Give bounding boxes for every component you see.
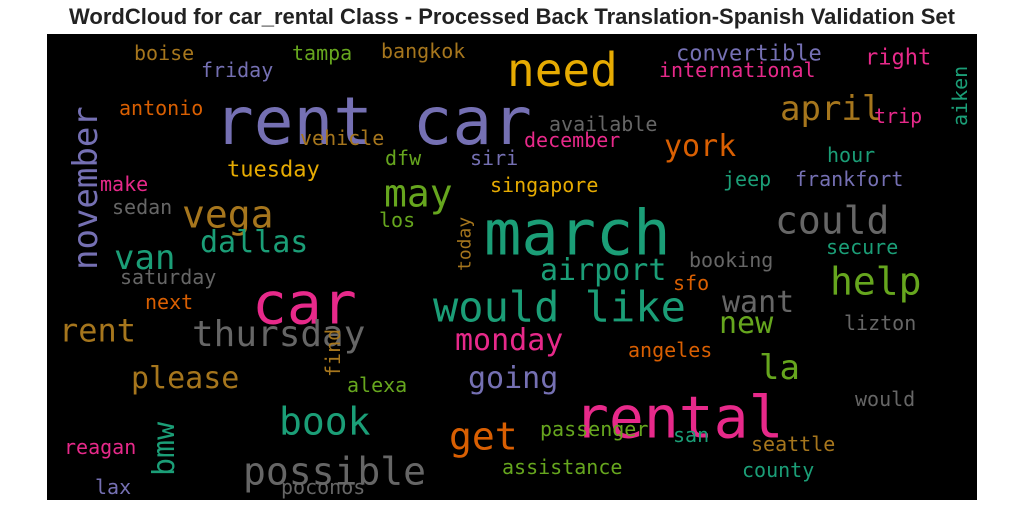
word-would: would (855, 387, 915, 411)
word-airport: airport (540, 253, 666, 288)
word-la: la (759, 348, 800, 388)
word-van: van (114, 238, 175, 278)
word-book: book (279, 399, 371, 443)
word-right: right (865, 46, 931, 71)
word-aiken: aiken (948, 66, 972, 126)
word-december: december (524, 128, 620, 152)
word-friday: friday (201, 58, 273, 82)
word-possible: possible (243, 449, 426, 493)
word-sedan: sedan (112, 195, 172, 219)
word-please: please (131, 361, 239, 396)
word-san: san (673, 423, 709, 447)
word-poconos: poconos (281, 475, 365, 499)
word-angeles: angeles (628, 338, 712, 362)
word-tampa: tampa (292, 41, 352, 65)
word-vega: vega (182, 192, 274, 236)
word-jeep: jeep (723, 167, 771, 191)
word-monday: monday (455, 323, 563, 358)
word-assistance: assistance (502, 455, 622, 479)
word-antonio: antonio (119, 96, 203, 120)
word-help: help (830, 259, 922, 303)
word-dfw: dfw (385, 146, 422, 170)
word-frankfort: frankfort (795, 167, 903, 191)
wordcloud-panel: rent car march rental car need would like poss… (47, 34, 977, 500)
word-car: car (252, 269, 357, 337)
word-secure: secure (826, 235, 898, 259)
word-rent-car: rent car (214, 83, 532, 160)
word-alexa: alexa (347, 373, 407, 397)
word-boise: boise (134, 41, 194, 65)
word-los: los (379, 208, 415, 232)
chart-title: WordCloud for car_rental Class - Process… (69, 4, 955, 29)
word-international: international (659, 58, 816, 82)
word-singapore: singapore (490, 173, 598, 197)
word-april: april (780, 89, 882, 129)
word-rent: rent (59, 312, 136, 350)
word-convertible: convertible (676, 42, 822, 67)
word-could: could (775, 198, 889, 242)
word-hour: hour (827, 143, 875, 167)
word-new: new (719, 306, 774, 341)
word-vehicle: vehicle (300, 126, 384, 150)
word-going: going (468, 361, 558, 396)
word-bangkok: bangkok (381, 39, 465, 63)
word-make: make (100, 172, 148, 196)
word-find: find (321, 329, 345, 377)
word-tuesday: tuesday (227, 158, 320, 183)
word-march: march (484, 197, 671, 270)
word-bmw: bmw (147, 421, 182, 476)
word-would-like: would like (433, 283, 686, 332)
word-available: available (549, 112, 657, 136)
word-today: today (454, 217, 475, 271)
word-rental: rental (574, 383, 784, 451)
word-thursday: thursday (192, 314, 365, 355)
word-reagan: reagan (64, 435, 136, 459)
word-york: york (664, 129, 736, 164)
word-next: next (145, 290, 193, 314)
word-sfo: sfo (673, 271, 709, 295)
word-lax: lax (95, 475, 131, 499)
word-saturday: saturday (120, 265, 216, 289)
word-county: county (742, 458, 814, 482)
word-passenger: passenger (540, 417, 648, 441)
word-get: get (449, 414, 518, 458)
word-booking: booking (689, 248, 773, 272)
wordcloud-canvas: rent car march rental car need would like poss… (59, 39, 972, 499)
word-seattle: seattle (751, 432, 835, 456)
word-may: may (384, 171, 453, 215)
word-dallas: dallas (200, 225, 308, 260)
word-want: want (722, 285, 794, 320)
word-november: november (66, 106, 106, 270)
word-trip: trip (874, 104, 922, 128)
word-need: need (507, 43, 618, 97)
word-siri: siri (470, 146, 518, 170)
word-lizton: lizton (844, 311, 916, 335)
